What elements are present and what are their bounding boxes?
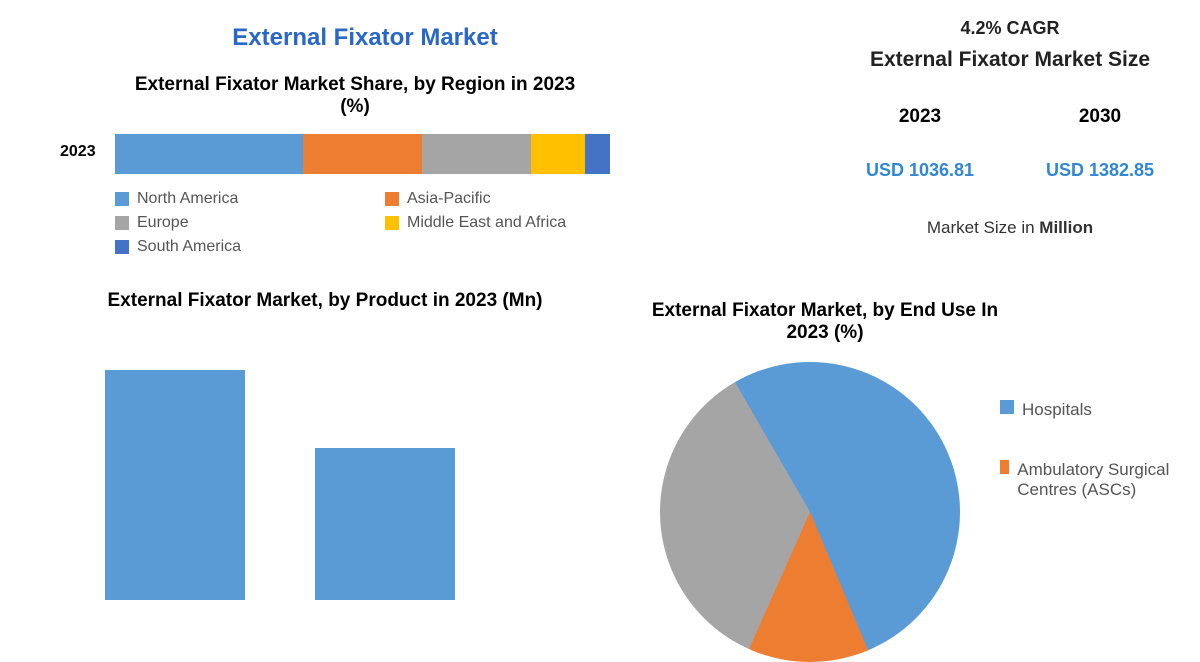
main-title: External Fixator Market xyxy=(175,24,555,52)
stacked-bar xyxy=(115,134,610,174)
legend-label: Middle East and Africa xyxy=(407,214,566,232)
pie-chart xyxy=(660,362,960,662)
bar-chart-title: External Fixator Market, by Product in 2… xyxy=(95,290,555,312)
stacked-segment xyxy=(303,134,422,174)
pie-chart-title: External Fixator Market, by End Use In 2… xyxy=(640,300,1010,344)
stacked-year-label: 2023 xyxy=(60,143,96,161)
legend-label: Europe xyxy=(137,214,189,232)
bar xyxy=(315,448,455,600)
legend-swatch xyxy=(385,216,399,230)
value-b: USD 1382.85 xyxy=(1046,160,1154,181)
year-a: 2023 xyxy=(899,106,941,128)
value-a: USD 1036.81 xyxy=(866,160,974,181)
stacked-legend: North America Asia-Pacific Europe Middle Ea… xyxy=(115,190,625,262)
legend-label: North America xyxy=(137,190,238,208)
cagr-text: 4.2% CAGR xyxy=(900,18,1120,39)
legend-swatch xyxy=(115,216,129,230)
market-size-note: Market Size in Million xyxy=(830,218,1190,238)
bar-chart xyxy=(75,348,595,600)
stacked-segment xyxy=(422,134,531,174)
legend-label: Asia-Pacific xyxy=(407,190,491,208)
legend-swatch xyxy=(115,240,129,254)
legend-item: Middle East and Africa xyxy=(385,214,615,232)
year-b: 2030 xyxy=(1079,106,1121,128)
stacked-segment xyxy=(585,134,610,174)
stacked-segment xyxy=(531,134,585,174)
legend-label: South America xyxy=(137,238,241,256)
note-prefix: Market Size in xyxy=(927,218,1039,237)
legend-item: South America xyxy=(115,238,345,256)
legend-swatch xyxy=(115,192,129,206)
bar xyxy=(105,370,245,600)
legend-swatch xyxy=(1000,460,1009,474)
note-bold: Million xyxy=(1039,218,1093,237)
stacked-chart-title: External Fixator Market Share, by Region… xyxy=(120,74,590,118)
legend-item: Hospitals xyxy=(1000,400,1200,420)
market-size-title: External Fixator Market Size xyxy=(850,48,1170,72)
legend-item: North America xyxy=(115,190,345,208)
market-size-values: USD 1036.81 USD 1382.85 xyxy=(830,160,1190,181)
legend-item: Asia-Pacific xyxy=(385,190,615,208)
legend-label: Hospitals xyxy=(1022,400,1092,420)
legend-swatch xyxy=(385,192,399,206)
market-size-years: 2023 2030 xyxy=(830,106,1190,128)
stacked-chart: 2023 xyxy=(60,130,630,185)
stacked-segment xyxy=(115,134,303,174)
legend-swatch xyxy=(1000,400,1014,414)
legend-label: Ambulatory Surgical Centres (ASCs) xyxy=(1017,460,1200,500)
pie-legend: Hospitals Ambulatory Surgical Centres (AS… xyxy=(1000,400,1200,540)
legend-item: Ambulatory Surgical Centres (ASCs) xyxy=(1000,460,1200,500)
legend-item: Europe xyxy=(115,214,345,232)
